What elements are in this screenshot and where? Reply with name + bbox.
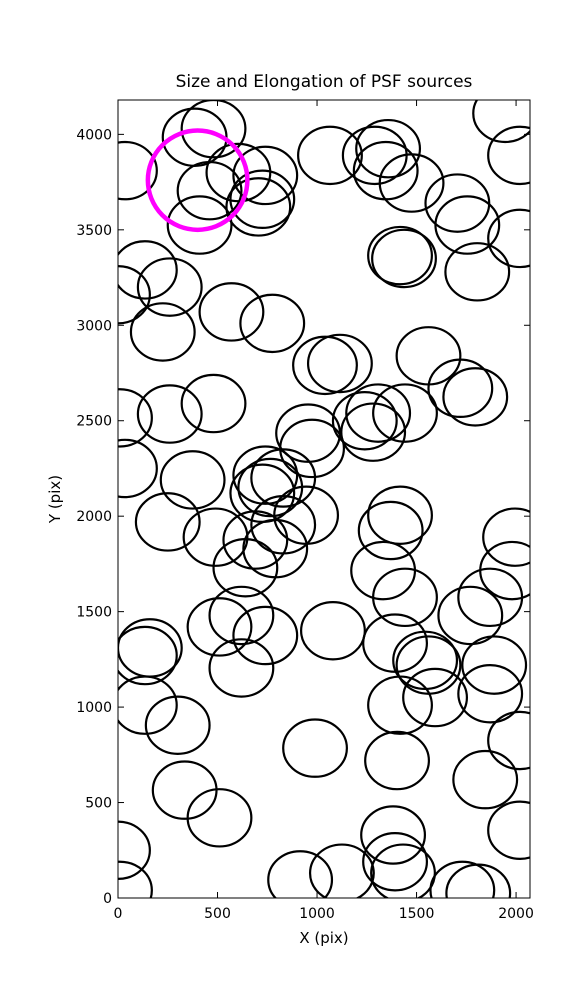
psf-ellipse [331,390,398,451]
psf-ellipse [452,749,519,810]
psf-ellipse [134,492,201,552]
x-tick-label: 2000 [498,906,534,922]
psf-ellipse [166,195,233,255]
psf-ellipse [222,510,289,570]
psf-ellipse [208,638,275,698]
psf-ellipse [118,860,153,898]
x-tick-label: 1000 [299,906,335,922]
psf-ellipse [180,100,247,159]
psf-ellipse [429,860,496,898]
psf-ellipse [355,118,422,179]
marks [118,100,530,898]
psf-ellipse [360,805,427,865]
psf-ellipse [362,831,429,892]
psf-ellipse [180,373,247,434]
psf-ellipse [198,282,265,342]
psf-ellipse [306,333,373,394]
psf-ellipse [472,100,530,144]
psf-ellipse [378,153,445,213]
psf-ellipse [340,402,407,462]
psf-ellipse [250,448,317,508]
plot-frame [117,99,531,899]
psf-ellipse [487,710,530,771]
psf-ellipse [118,438,158,499]
psf-ellipse [482,507,530,567]
psf-ellipse [371,228,437,289]
psf-ellipse [434,195,501,255]
psf-ellipse [267,850,334,898]
psf-ellipse [402,667,469,728]
psf-ellipse [445,863,512,898]
psf-ellipse [367,225,433,286]
psf-ellipse [208,585,275,646]
psf-ellipse [229,169,296,230]
psf-ellipse [136,384,203,444]
psf-ellipse [300,600,366,661]
psf-ellipse [232,145,299,206]
x-axis-label: X (pix) [299,929,348,947]
y-tick-label: 0 [103,891,112,907]
y-tick-label: 3000 [76,318,112,334]
psf-ellipse [186,788,253,848]
psf-ellipse [118,240,178,300]
psf-ellipse [144,695,211,755]
psf-ellipse [118,820,151,881]
psf-ellipse [292,335,358,396]
psf-ellipse [118,388,153,448]
psf-ellipse [225,177,292,237]
x-tick-label: 1500 [399,906,435,922]
psf-ellipse [461,635,528,695]
y-tick-label: 2000 [76,509,112,525]
psf-ellipse [282,718,348,778]
psf-ellipse [145,128,250,233]
psf-ellipse [370,843,436,898]
psf-ellipse [308,843,375,898]
psf-ellipse [118,625,178,686]
psf-ellipse [345,383,412,443]
x-tick-label: 0 [114,906,123,922]
chart-title: Size and Elongation of PSF sources [176,72,473,92]
psf-ellipse [136,257,203,317]
psf-ellipse [487,800,530,860]
psf-ellipse [444,242,511,302]
y-tick-label: 4000 [76,127,112,143]
psf-ellipse [437,585,504,646]
y-axis-label: Y (pix) [46,475,64,524]
psf-ellipse [487,208,530,269]
psf-ellipse [487,125,530,186]
psf-ellipse [372,567,438,628]
psf-ellipse [118,140,158,201]
psf-ellipse [118,264,151,325]
psf-ellipse [364,730,430,791]
psf-ellipse [159,450,226,510]
psf-ellipse [372,383,438,443]
y-tick-label: 1500 [76,605,112,621]
y-tick-label: 1000 [76,700,112,716]
psf-ellipse [297,125,363,186]
psf-ellipse [357,500,424,561]
psf-ellipse [182,507,249,567]
psf-ellipse [118,675,178,735]
psf-ellipse [442,367,509,427]
y-tick-label: 3500 [76,223,112,239]
y-tick-label: 2500 [76,414,112,430]
psf-ellipse [232,445,299,505]
psf-ellipse [457,567,524,628]
psf-ellipse [232,605,299,666]
y-tick-label: 500 [85,796,112,812]
psf-ellipse [239,293,306,354]
psf-ellipse [457,663,524,724]
psf-ellipse [212,537,279,598]
plot-area [118,100,530,898]
psf-ellipse [176,160,243,221]
psf-ellipse [367,675,433,735]
psf-ellipse [186,597,253,657]
psf-ellipse [129,302,196,362]
psf-ellipse [367,485,433,545]
x-tick-label: 500 [204,906,231,922]
psf-ellipse [427,358,494,419]
